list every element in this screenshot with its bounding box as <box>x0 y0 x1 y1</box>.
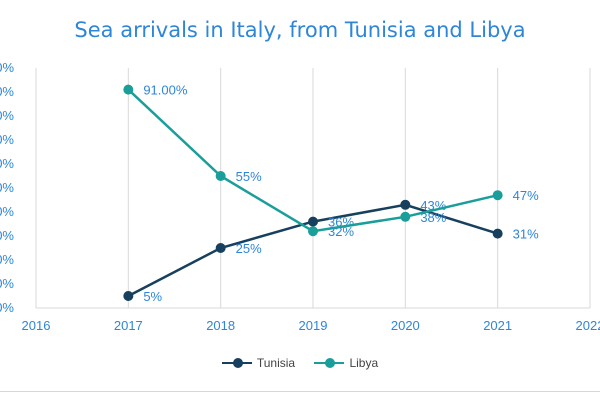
legend-item-tunisia: Tunisia <box>221 356 296 370</box>
data-label-tunisia: 25% <box>236 241 262 256</box>
y-tick-label: 30% <box>0 228 14 243</box>
data-point-tunisia <box>492 228 503 239</box>
legend: Tunisia Libya <box>0 356 600 371</box>
y-tick-label: 20% <box>0 252 14 267</box>
y-tick-label: 90% <box>0 84 14 99</box>
x-tick-label: 2016 <box>22 318 51 333</box>
data-point-libya <box>492 190 503 201</box>
chart-title: Sea arrivals in Italy, from Tunisia and … <box>74 18 526 42</box>
legend-item-libya: Libya <box>314 356 378 370</box>
x-tick-label: 2020 <box>391 318 420 333</box>
y-tick-label: 60% <box>0 156 14 171</box>
data-point-tunisia <box>308 216 318 227</box>
data-point-libya <box>215 171 226 181</box>
x-tick-label: 2021 <box>483 318 512 333</box>
y-tick-label: 70% <box>0 132 14 147</box>
y-tick-label: 100% <box>0 60 14 75</box>
legend-swatch-tunisia <box>221 358 252 368</box>
legend-swatch-libya <box>314 358 345 368</box>
data-label-tunisia: 31% <box>513 227 539 242</box>
data-point-libya <box>123 84 134 95</box>
data-point-libya <box>308 226 318 237</box>
y-tick-label: 50% <box>0 180 14 195</box>
data-label-libya: 91.00% <box>143 83 188 98</box>
y-tick-label: 40% <box>0 204 14 219</box>
data-label-libya: 38% <box>420 210 446 225</box>
data-point-tunisia <box>123 291 134 301</box>
legend-label-libya: Libya <box>349 356 379 370</box>
data-point-tunisia <box>400 199 411 210</box>
y-tick-label: 0% <box>0 300 14 315</box>
data-label-tunisia: 5% <box>143 289 162 304</box>
data-point-tunisia <box>215 243 226 253</box>
x-tick-label: 2022 <box>576 318 600 333</box>
data-label-libya: 47% <box>513 188 539 203</box>
y-tick-label: 80% <box>0 108 14 123</box>
legend-label-tunisia: Tunisia <box>256 356 296 370</box>
chart-bottom-border <box>0 391 600 392</box>
x-tick-label: 2017 <box>114 318 143 333</box>
x-tick-label: 2019 <box>299 318 328 333</box>
data-label-libya: 32% <box>328 224 354 239</box>
y-tick-label: 10% <box>0 276 14 291</box>
data-point-libya <box>400 211 411 222</box>
x-tick-label: 2018 <box>206 318 235 333</box>
data-label-libya: 55% <box>236 169 262 184</box>
